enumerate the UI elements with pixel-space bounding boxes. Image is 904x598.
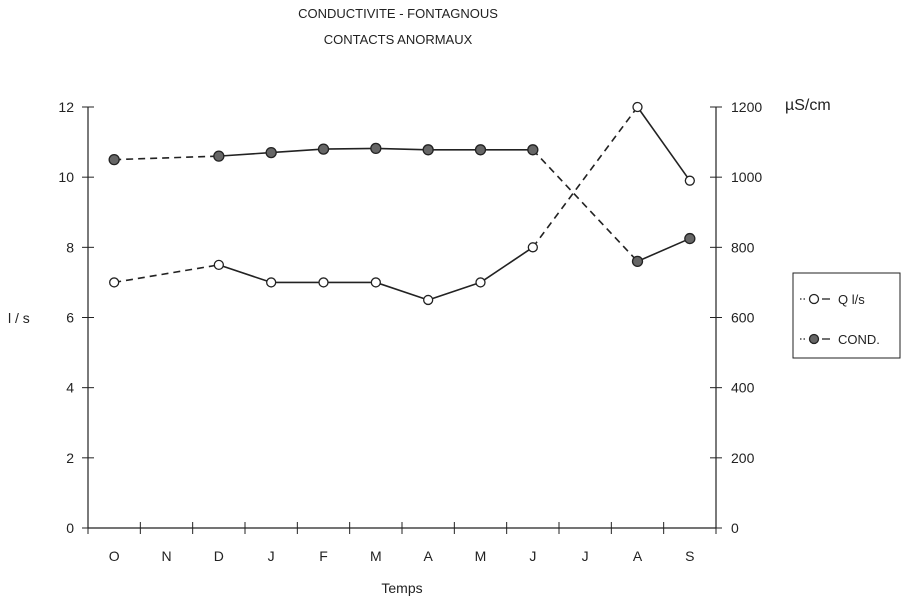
cond-point: [684, 232, 696, 245]
y2-tick-label: 200: [731, 450, 755, 466]
x-tick-label: O: [109, 548, 120, 564]
legend: Q l/s COND.: [792, 272, 901, 359]
chart-title: CONDUCTIVITE - FONTAGNOUS: [298, 6, 498, 21]
chart-subtitle: CONTACTS ANORMAUX: [324, 32, 473, 47]
x-tick-label: N: [161, 548, 171, 564]
cond-point: [317, 143, 330, 155]
y2-tick-label: 600: [731, 310, 755, 326]
legend-cond-marker: [808, 333, 820, 345]
y-tick-label: 0: [66, 520, 74, 536]
series-1-segment: [375, 147, 429, 151]
y2-axis-label: µS/cm: [785, 97, 831, 114]
cond-point: [213, 150, 225, 162]
q-point: [527, 242, 538, 253]
series-1-segment: [637, 237, 691, 263]
y-tick-label: 4: [66, 380, 74, 396]
x-tick-label: D: [214, 548, 224, 564]
y2-tick-label: 800: [731, 239, 755, 255]
series-0-segment: [114, 264, 219, 284]
q-point: [318, 277, 329, 288]
series-0-segment: [480, 246, 534, 284]
series-0-segment: [427, 281, 481, 301]
y-tick-label: 6: [66, 310, 74, 326]
q-point: [109, 277, 120, 288]
q-point: [370, 277, 381, 288]
q-point: [423, 294, 434, 306]
x-tick-label: S: [685, 548, 694, 564]
series-points: [108, 101, 696, 306]
x-tick-label: M: [370, 548, 382, 564]
cond-point: [422, 144, 434, 156]
q-point: [632, 101, 643, 113]
cond-point: [474, 144, 487, 156]
axis-ticks: 0 2 4 6 8 10 12 0 200 400 600 800 1000 1200 O N D J F M A M J J…: [58, 99, 762, 564]
series-lines: [114, 106, 691, 301]
cond-point: [527, 144, 539, 156]
y-tick-label: 2: [66, 450, 74, 466]
q-point: [266, 277, 277, 288]
legend-box: [792, 272, 901, 359]
y2-tick-label: 400: [731, 380, 755, 396]
legend-item: Q l/s: [800, 292, 865, 307]
cond-point: [370, 142, 382, 155]
y-tick-label: 12: [58, 99, 74, 115]
y2-tick-label: 1200: [731, 99, 762, 115]
x-axis-label: Temps: [381, 580, 422, 596]
series-1-segment: [218, 151, 272, 157]
series-0-segment: [636, 106, 691, 182]
x-tick-label: J: [582, 548, 589, 564]
q-point: [213, 259, 224, 271]
series-1-segment: [323, 147, 376, 150]
legend-item: COND.: [800, 332, 880, 347]
x-tick-label: J: [529, 548, 536, 564]
y-tick-label: 8: [66, 239, 74, 255]
y-axis-label: l / s: [8, 310, 30, 326]
series-0-segment: [532, 106, 639, 248]
cond-point: [631, 255, 644, 268]
y-tick-label: 10: [58, 169, 74, 185]
series-1-segment: [271, 148, 324, 154]
q-point: [684, 175, 695, 186]
legend-label: Q l/s: [838, 292, 865, 307]
series-1-segment: [532, 149, 639, 262]
legend-label: COND.: [838, 332, 880, 347]
x-tick-label: J: [268, 548, 275, 564]
q-point: [475, 277, 486, 288]
series-0-segment: [375, 281, 429, 301]
cond-point: [265, 146, 277, 159]
cond-point: [108, 153, 120, 166]
axes: [87, 107, 717, 529]
series-1-segment: [114, 155, 219, 161]
series-0-segment: [218, 264, 272, 284]
x-tick-label: A: [423, 548, 433, 564]
x-tick-label: F: [319, 548, 328, 564]
y2-tick-label: 1000: [731, 169, 762, 185]
y2-tick-label: 0: [731, 520, 739, 536]
x-tick-label: M: [475, 548, 487, 564]
legend-q-marker: [808, 293, 820, 305]
x-tick-label: A: [633, 548, 643, 564]
